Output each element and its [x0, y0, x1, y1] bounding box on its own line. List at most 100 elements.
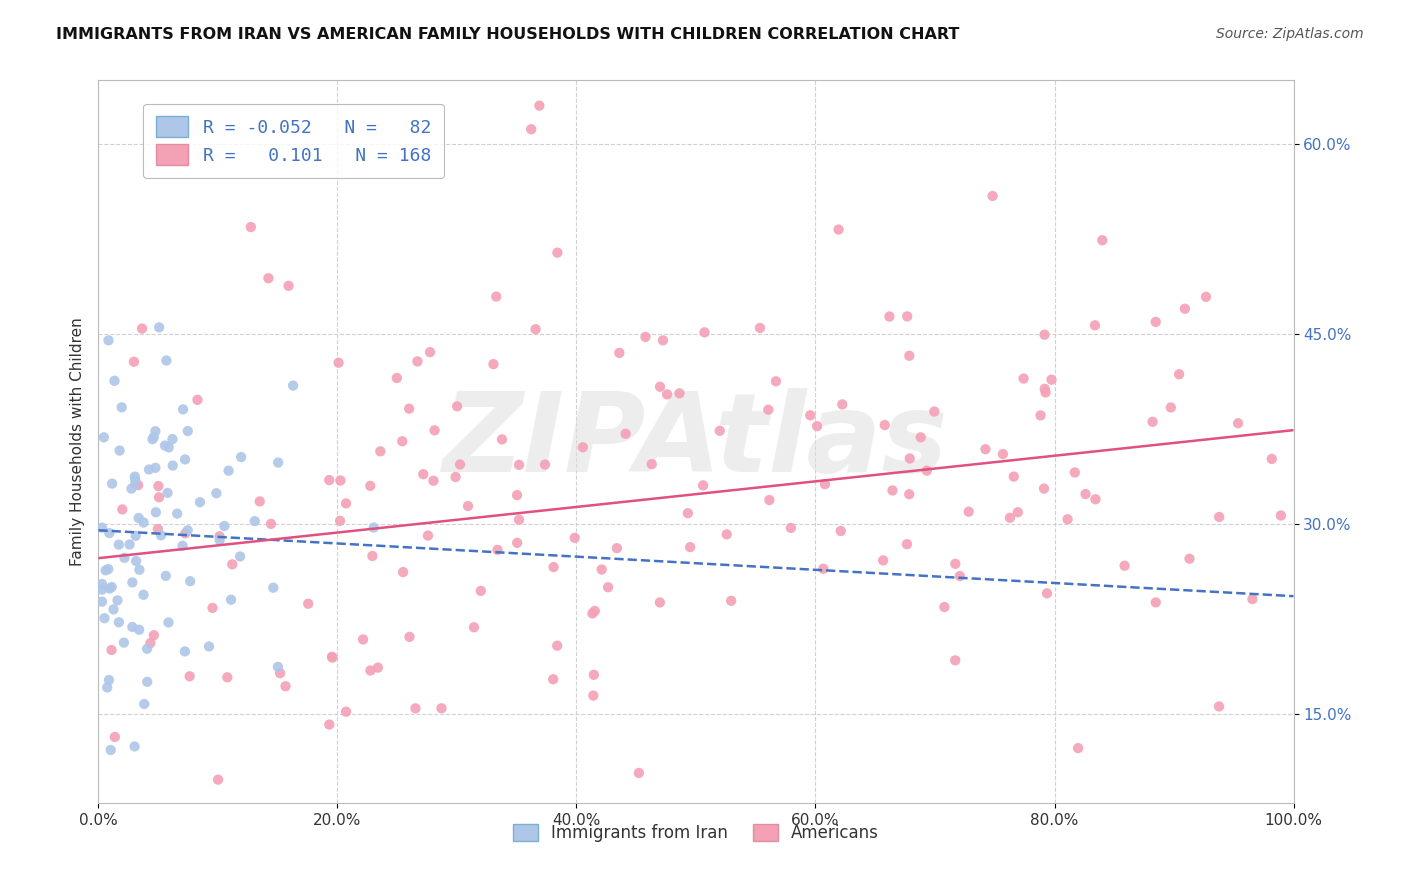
Point	[104, 730, 127, 744]
Point	[145, 460, 167, 475]
Point	[957, 505, 980, 519]
Point	[166, 507, 188, 521]
Point	[267, 660, 290, 674]
Point	[1033, 327, 1056, 342]
Point	[91, 521, 114, 535]
Point	[162, 458, 184, 473]
Point	[94, 563, 117, 577]
Point	[1208, 510, 1230, 524]
Point	[1036, 586, 1059, 600]
Point	[827, 222, 849, 236]
Point	[229, 549, 252, 564]
Point	[529, 98, 551, 112]
Point	[482, 357, 505, 371]
Point	[583, 604, 606, 618]
Point	[668, 386, 690, 401]
Point	[806, 419, 828, 434]
Point	[1178, 551, 1201, 566]
Point	[114, 550, 136, 565]
Point	[898, 487, 921, 501]
Point	[634, 330, 657, 344]
Point	[155, 569, 177, 583]
Point	[998, 510, 1021, 524]
Point	[641, 457, 664, 471]
Point	[118, 537, 141, 551]
Point	[150, 528, 173, 542]
Point	[277, 278, 299, 293]
Point	[101, 476, 124, 491]
Point	[231, 450, 253, 464]
Point	[591, 562, 613, 576]
Point	[138, 462, 160, 476]
Point	[392, 565, 415, 579]
Point	[321, 649, 343, 664]
Point	[249, 494, 271, 508]
Point	[508, 513, 530, 527]
Point	[98, 526, 121, 541]
Point	[470, 583, 492, 598]
Point	[136, 641, 159, 656]
Point	[915, 464, 938, 478]
Point	[1040, 373, 1063, 387]
Point	[716, 527, 738, 541]
Point	[208, 533, 231, 547]
Point	[107, 538, 129, 552]
Point	[103, 374, 125, 388]
Point	[758, 493, 780, 508]
Point	[1208, 699, 1230, 714]
Point	[1091, 233, 1114, 247]
Point	[720, 594, 742, 608]
Point	[207, 772, 229, 787]
Point	[100, 580, 122, 594]
Legend: Immigrants from Iran, Americans: Immigrants from Iran, Americans	[506, 817, 886, 848]
Point	[176, 524, 198, 538]
Point	[93, 430, 115, 444]
Point	[177, 424, 200, 438]
Point	[188, 495, 211, 509]
Point	[879, 310, 901, 324]
Point	[520, 122, 543, 136]
Point	[132, 588, 155, 602]
Point	[655, 387, 678, 401]
Point	[991, 447, 1014, 461]
Point	[1195, 290, 1218, 304]
Point	[596, 580, 619, 594]
Point	[709, 424, 731, 438]
Point	[1033, 382, 1056, 396]
Point	[148, 320, 170, 334]
Point	[124, 473, 146, 487]
Point	[898, 349, 921, 363]
Point	[156, 486, 179, 500]
Point	[91, 577, 114, 591]
Point	[648, 380, 671, 394]
Point	[543, 560, 565, 574]
Point	[582, 689, 605, 703]
Point	[335, 496, 357, 510]
Point	[98, 582, 121, 596]
Point	[139, 636, 162, 650]
Point	[179, 669, 201, 683]
Point	[609, 346, 631, 360]
Point	[148, 479, 170, 493]
Point	[243, 514, 266, 528]
Point	[274, 679, 297, 693]
Point	[335, 705, 357, 719]
Point	[352, 632, 374, 647]
Point	[749, 321, 772, 335]
Point	[485, 289, 508, 303]
Point	[404, 701, 426, 715]
Point	[128, 623, 150, 637]
Point	[146, 522, 169, 536]
Point	[534, 458, 557, 472]
Point	[98, 673, 121, 687]
Point	[145, 505, 167, 519]
Point	[219, 592, 242, 607]
Point	[125, 554, 148, 568]
Point	[297, 597, 319, 611]
Point	[157, 615, 180, 630]
Point	[108, 615, 131, 630]
Point	[813, 562, 835, 576]
Point	[96, 681, 118, 695]
Point	[614, 426, 637, 441]
Point	[676, 506, 699, 520]
